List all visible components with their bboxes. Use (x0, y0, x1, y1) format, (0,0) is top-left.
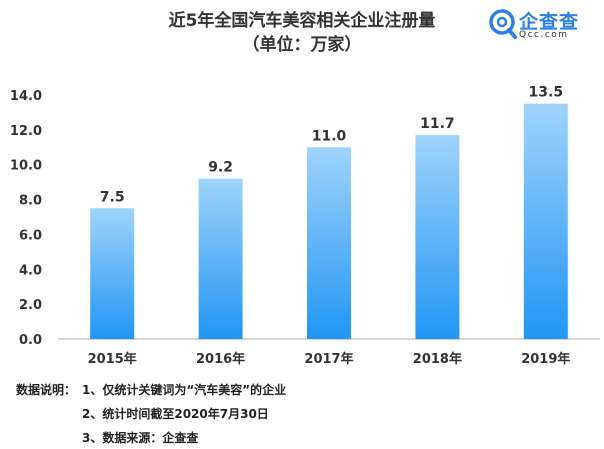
x-tick-label: 2019年 (521, 351, 570, 367)
notes-label: 数据说明： (16, 383, 77, 397)
y-tick-label: 0.0 (19, 333, 42, 348)
chart-title: 近5年全国汽车美容相关企业注册量 (168, 11, 436, 31)
bar-value-label: 11.0 (312, 128, 347, 144)
bar (523, 103, 568, 339)
qichacha-logo-icon (489, 9, 517, 39)
y-tick-label: 6.0 (19, 228, 42, 243)
y-tick-label: 4.0 (19, 263, 42, 278)
bar-value-label: 13.5 (529, 85, 564, 101)
bar (415, 135, 460, 339)
bar (198, 178, 243, 339)
y-tick-label: 12.0 (10, 124, 42, 139)
brand-name: 企查查 (519, 11, 580, 33)
note-item: 1、仅统计关键词为“汽车美容”的企业 (82, 383, 287, 397)
y-tick-label: 8.0 (19, 194, 42, 209)
y-tick-label: 2.0 (19, 298, 42, 313)
y-tick-label: 14.0 (10, 89, 42, 104)
note-item: 2、统计时间截至2020年7月30日 (82, 407, 269, 421)
x-tick-label: 2018年 (413, 351, 462, 367)
bar (90, 208, 135, 339)
bar-value-label: 11.7 (420, 116, 455, 132)
x-tick-label: 2016年 (196, 351, 245, 367)
x-tick-label: 2015年 (88, 351, 137, 367)
note-item: 3、数据来源：企查查 (82, 431, 199, 445)
brand-domain: Qcc.com (519, 30, 569, 40)
bar-value-label: 7.5 (100, 189, 125, 205)
chart-unit-subtitle: （单位：万家） (242, 35, 362, 55)
x-tick-label: 2017年 (304, 351, 353, 367)
brand-logo: 企查查 Qcc.com (489, 7, 599, 45)
bar-value-label: 9.2 (208, 160, 233, 176)
bar (307, 147, 351, 339)
y-tick-label: 10.0 (10, 159, 42, 174)
